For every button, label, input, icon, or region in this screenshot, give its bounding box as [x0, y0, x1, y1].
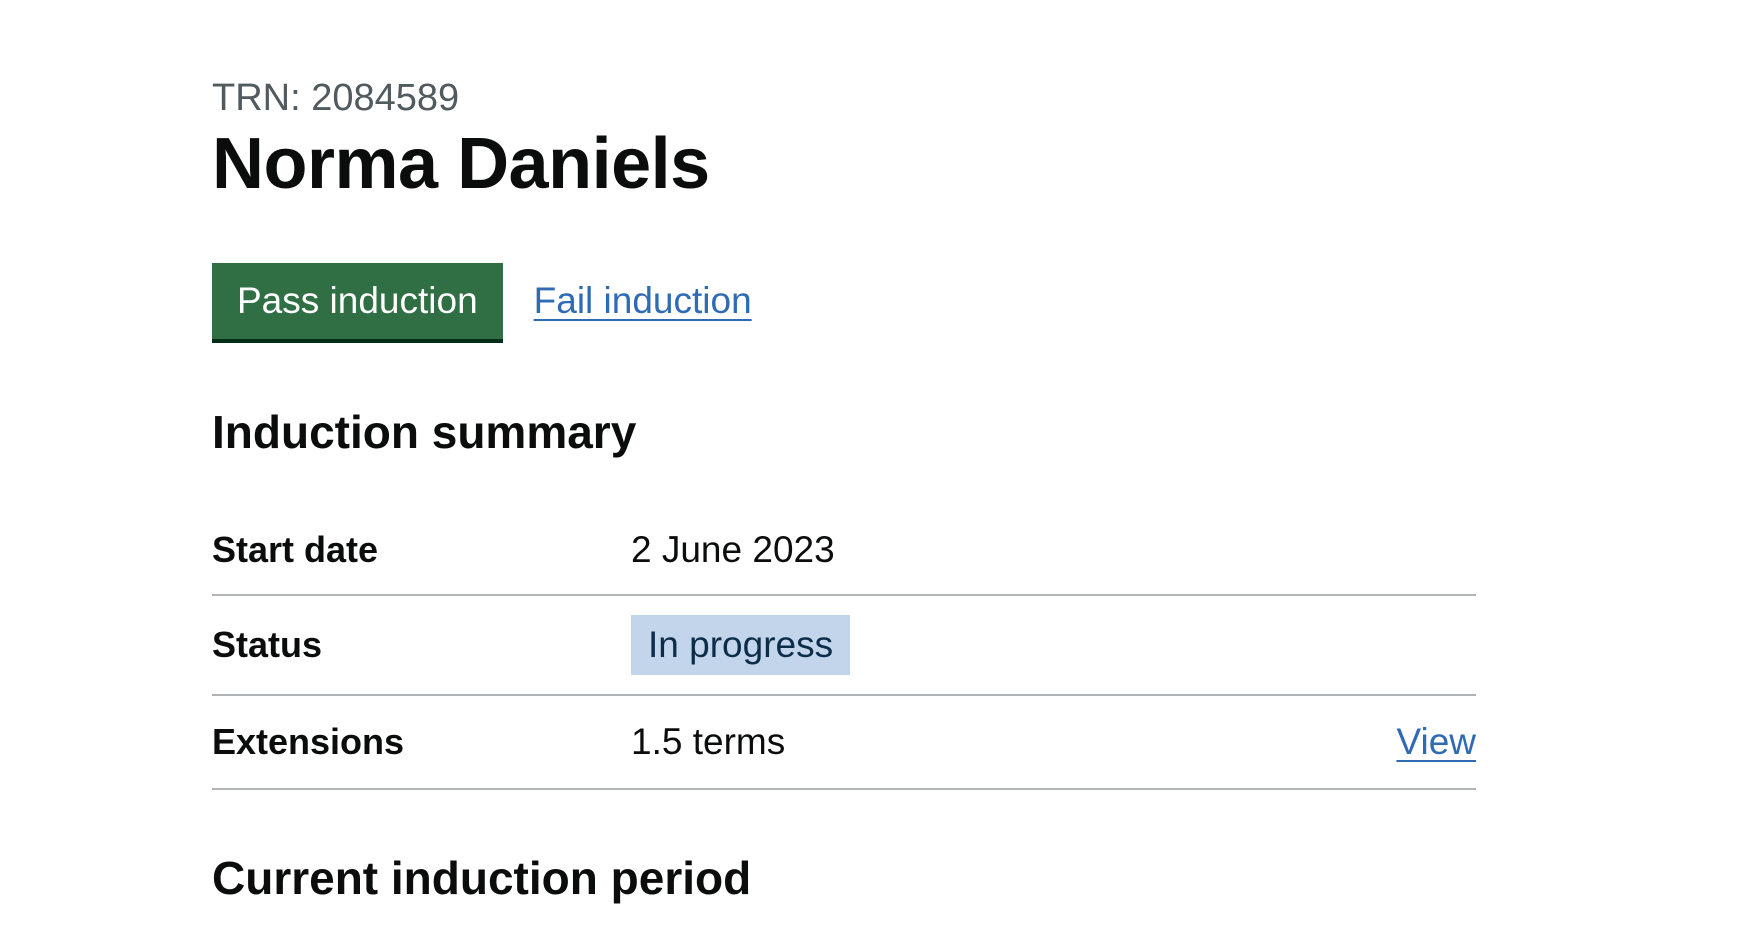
induction-summary-list: Start date 2 June 2023 Status In progres…	[212, 505, 1476, 790]
induction-actions: Pass induction Fail induction	[212, 263, 752, 343]
page-title: Norma Daniels	[212, 124, 710, 204]
summary-value: 1.5 terms	[631, 721, 786, 762]
summary-row-start-date: Start date 2 June 2023	[212, 505, 1476, 596]
summary-value-wrapper: In progress	[631, 615, 851, 675]
summary-row-status: Status In progress	[212, 596, 1476, 696]
summary-value: 2 June 2023	[631, 528, 835, 570]
view-extensions-link[interactable]: View	[1396, 721, 1476, 762]
summary-row-extensions: Extensions 1.5 terms View	[212, 696, 1476, 790]
status-badge: In progress	[631, 615, 851, 675]
pass-induction-button[interactable]: Pass induction	[212, 263, 503, 343]
summary-key: Extensions	[212, 721, 405, 762]
summary-key: Start date	[212, 528, 379, 570]
summary-key: Status	[212, 624, 323, 665]
fail-induction-link[interactable]: Fail induction	[533, 280, 752, 321]
induction-summary-heading: Induction summary	[212, 406, 637, 458]
trn-caption: TRN: 2084589	[212, 77, 460, 119]
current-induction-period-heading: Current induction period	[212, 852, 752, 904]
